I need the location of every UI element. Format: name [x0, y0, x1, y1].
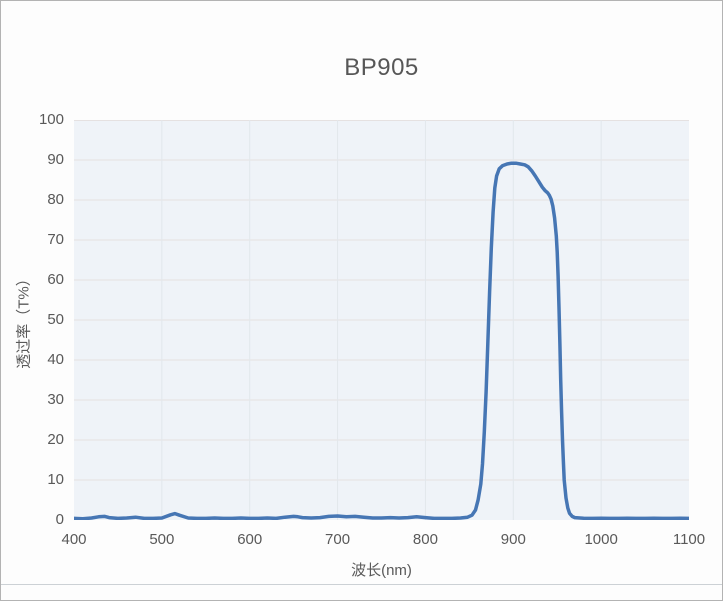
y-tick-label: 100	[38, 111, 64, 128]
y-tick-label: 20	[47, 431, 64, 448]
x-tick-label: 1100	[672, 531, 706, 548]
y-tick-label: 0	[55, 511, 64, 528]
x-tick-label: 600	[237, 531, 263, 548]
plot-area	[74, 120, 689, 520]
y-tick-label: 50	[47, 311, 64, 328]
transmittance-curve	[74, 161, 689, 520]
y-tick-label: 10	[47, 471, 64, 488]
y-tick-label: 80	[47, 191, 64, 208]
y-tick-label: 40	[47, 351, 64, 368]
x-tick-label: 800	[412, 531, 438, 548]
y-tick-label: 90	[47, 151, 64, 168]
x-tick-label: 700	[325, 531, 351, 548]
x-axis-title: 波长(nm)	[351, 562, 412, 579]
y-tick-label: 30	[47, 391, 64, 408]
x-tick-label: 900	[500, 531, 526, 548]
bottom-divider	[1, 584, 722, 585]
x-tick-label: 400	[61, 531, 87, 548]
y-tick-label: 70	[47, 231, 64, 248]
x-tick-label: 500	[149, 531, 175, 548]
y-tick-label: 60	[47, 271, 64, 288]
x-tick-label: 1000	[584, 531, 618, 548]
chart-title: BP905	[344, 54, 419, 81]
